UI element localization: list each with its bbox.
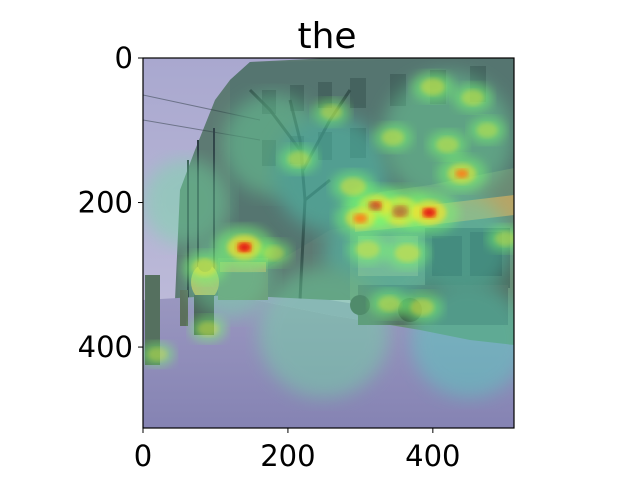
heatmap-image [143, 58, 514, 428]
heat-wash [258, 267, 390, 398]
heat-hotspot [279, 145, 319, 174]
heat-hotspot [373, 123, 413, 152]
x-tick-label: 200 [260, 439, 315, 473]
heat-hotspot [411, 71, 454, 102]
y-tick-label: 200 [78, 186, 133, 220]
heatmap-hotspots [143, 71, 514, 367]
heat-hotspot [427, 130, 468, 159]
heat-hotspot [452, 83, 493, 112]
heat-hotspot [334, 199, 387, 238]
heat-hotspot [182, 251, 227, 284]
y-axis-ticks: 0 200 400 [78, 41, 143, 364]
heat-hotspot [437, 155, 487, 192]
chart-title: the [297, 16, 356, 57]
y-tick-label: 0 [115, 41, 133, 75]
heat-hotspot [346, 234, 389, 265]
heat-hotspot [254, 239, 292, 267]
heat-hotspot [330, 170, 376, 203]
heat-hotspot [385, 237, 430, 270]
x-tick-label: 400 [405, 439, 460, 473]
x-tick-label: 0 [134, 439, 152, 473]
x-axis-ticks: 0 200 400 [134, 428, 461, 473]
heat-wash [143, 159, 230, 247]
heat-hotspot [189, 315, 227, 343]
heat-hotspot [312, 98, 350, 126]
heat-hotspot [369, 289, 410, 318]
heat-hotspot [468, 117, 506, 144]
heat-hotspot [143, 341, 175, 367]
axes-frame [142, 57, 515, 429]
heat-hotspot [399, 191, 460, 234]
heat-hotspot [486, 225, 514, 252]
y-tick-label: 400 [78, 330, 133, 364]
heat-hotspot [400, 292, 443, 323]
